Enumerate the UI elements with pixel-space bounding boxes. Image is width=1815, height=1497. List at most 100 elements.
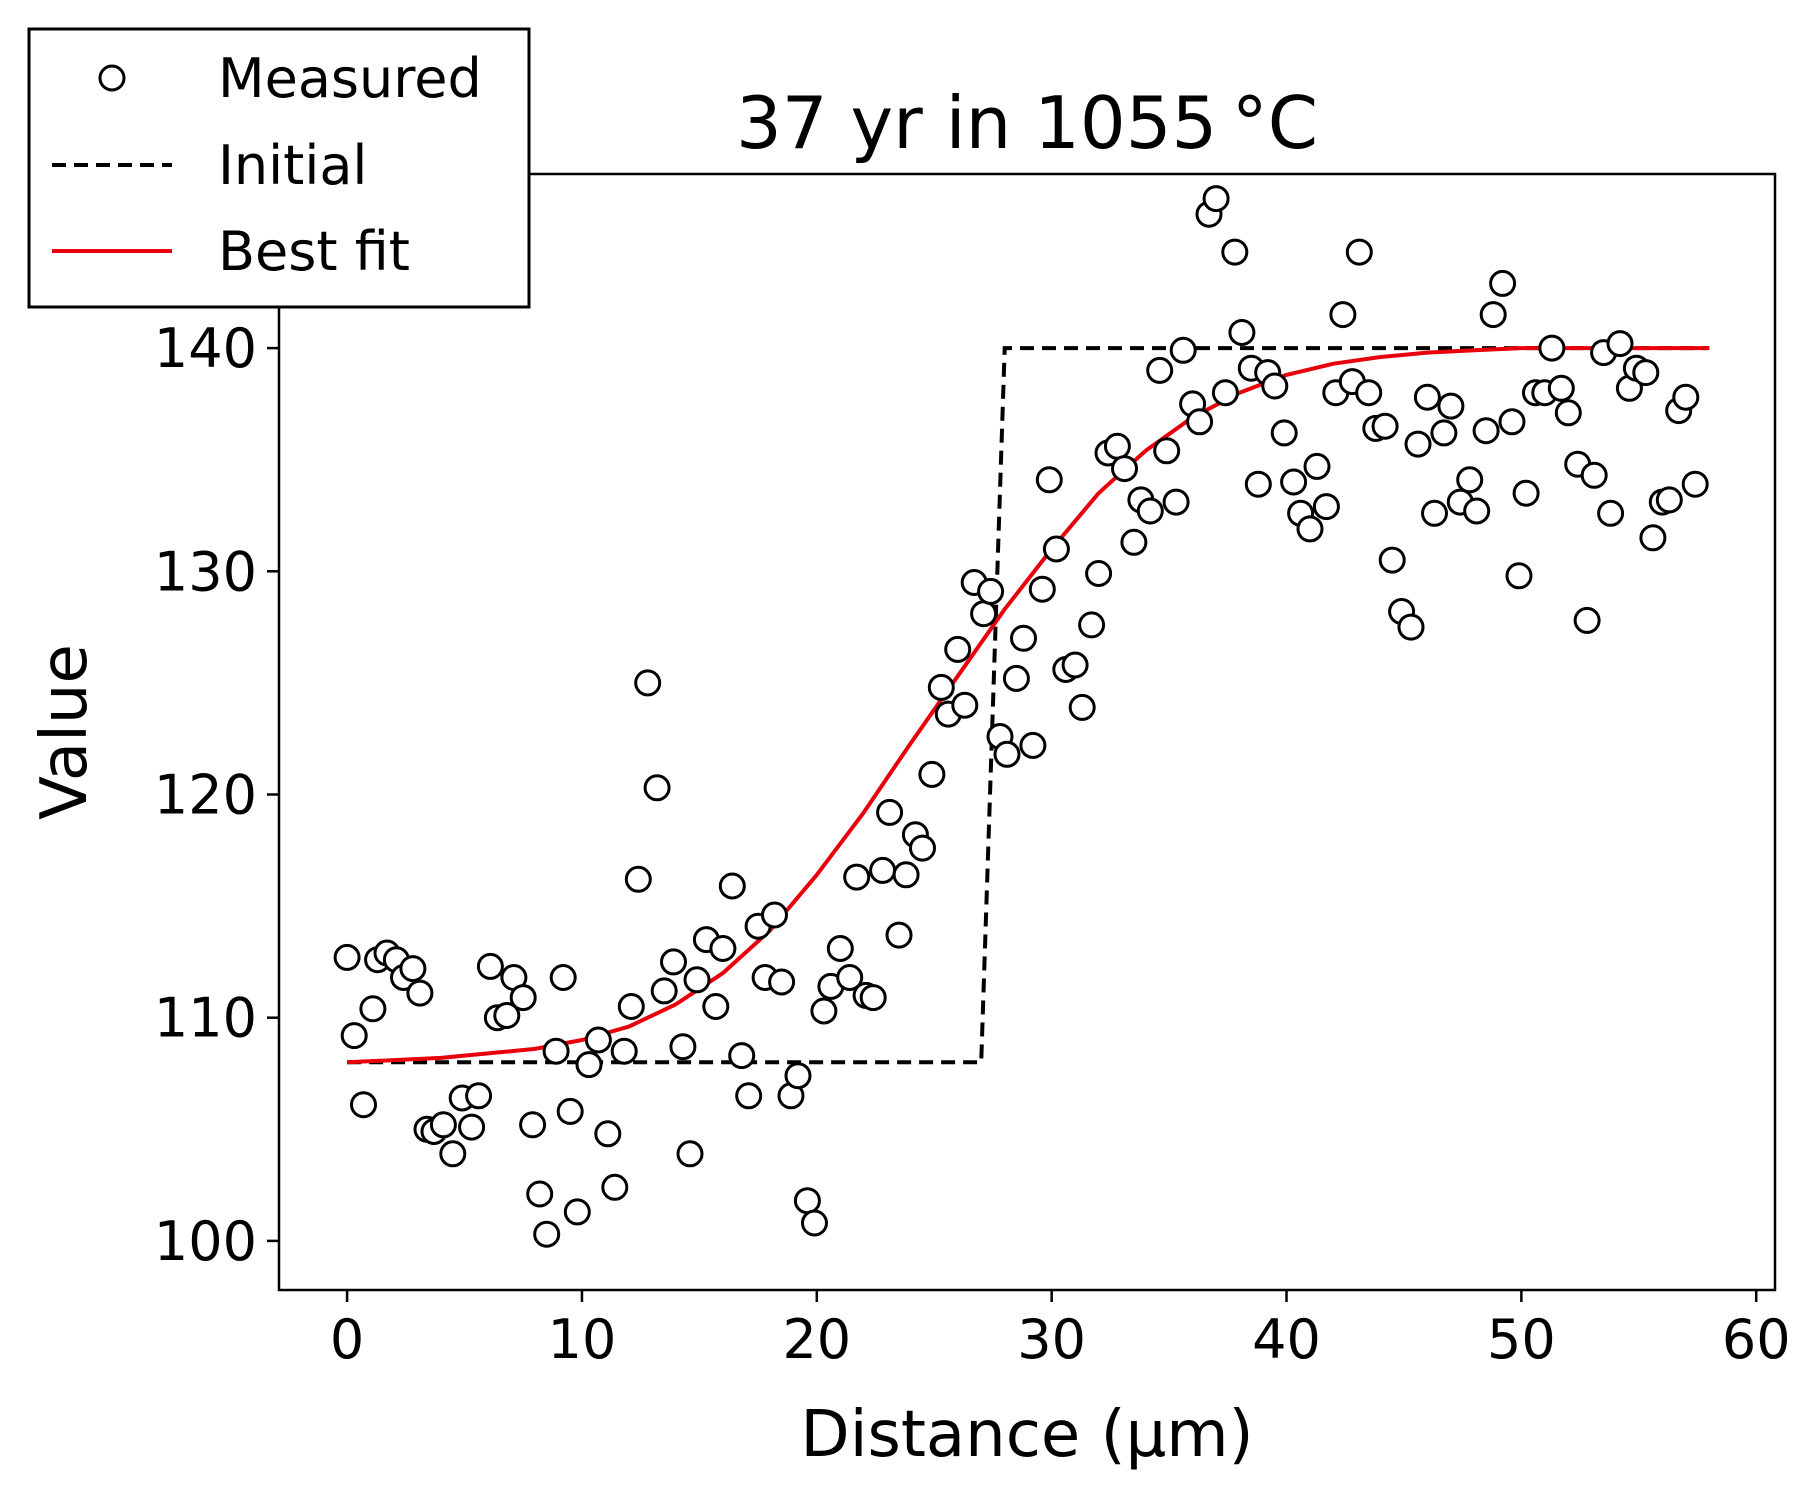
legend: Measured Initial Best fit bbox=[27, 27, 531, 309]
measured-point bbox=[735, 1082, 763, 1110]
measured-point bbox=[1580, 461, 1608, 489]
measured-point bbox=[509, 984, 537, 1012]
legend-label-bestfit: Best fit bbox=[218, 220, 410, 283]
measured-point bbox=[1103, 432, 1131, 460]
measured-point bbox=[1270, 419, 1298, 447]
measured-point bbox=[1655, 486, 1683, 514]
measured-point bbox=[458, 1113, 486, 1141]
measured-point bbox=[892, 861, 920, 889]
measured-point bbox=[801, 1209, 828, 1237]
measured-point bbox=[1244, 470, 1272, 498]
measured-point bbox=[859, 984, 887, 1012]
measured-point bbox=[793, 1187, 821, 1215]
measured-point bbox=[909, 834, 936, 862]
measured-point bbox=[1211, 379, 1239, 407]
legend-marker-measured bbox=[98, 64, 126, 92]
measured-point bbox=[728, 1042, 756, 1070]
measured-point bbox=[526, 1180, 554, 1208]
measured-point bbox=[594, 1120, 622, 1148]
measured-point bbox=[1554, 399, 1582, 427]
measured-point bbox=[1078, 611, 1106, 639]
measured-point bbox=[1672, 383, 1700, 411]
measured-point bbox=[1296, 515, 1324, 543]
measured-point bbox=[1456, 466, 1484, 494]
measured-point bbox=[676, 1140, 704, 1168]
measured-point bbox=[556, 1097, 584, 1125]
x-tick-label: 50 bbox=[1487, 1308, 1556, 1371]
measured-point bbox=[350, 1091, 377, 1119]
measured-point bbox=[1303, 452, 1331, 480]
measured-point bbox=[1202, 185, 1230, 213]
x-tick-label: 10 bbox=[548, 1308, 617, 1371]
legend-label-initial: Initial bbox=[218, 134, 367, 197]
measured-point bbox=[601, 1173, 629, 1201]
y-axis-label: Value bbox=[28, 644, 102, 820]
measured-point bbox=[1111, 455, 1138, 483]
chart-title: 37 yr in 1055 °C bbox=[736, 81, 1318, 165]
measured-point bbox=[660, 948, 687, 976]
y-tick-label: 140 bbox=[154, 317, 257, 380]
measured-point bbox=[768, 968, 796, 996]
legend-label-measured: Measured bbox=[218, 47, 482, 110]
measured-point bbox=[1261, 372, 1289, 400]
plot-area bbox=[279, 174, 1775, 1290]
series-best-fit-line bbox=[347, 346, 1710, 1065]
measured-point bbox=[1146, 356, 1174, 384]
measured-point bbox=[876, 798, 904, 826]
measured-point bbox=[617, 993, 645, 1020]
measured-point bbox=[885, 921, 913, 949]
measured-point bbox=[1153, 437, 1181, 465]
y-tick-label: 120 bbox=[154, 763, 257, 826]
measured-point bbox=[1329, 301, 1357, 329]
measured-point bbox=[1028, 575, 1056, 603]
measured-point bbox=[944, 635, 972, 663]
measured-point bbox=[1430, 419, 1458, 447]
measured-point bbox=[634, 669, 662, 697]
measured-point bbox=[1632, 359, 1660, 387]
measured-point bbox=[476, 952, 504, 980]
measured-point bbox=[784, 1062, 812, 1090]
measured-point bbox=[1042, 535, 1070, 563]
measured-point bbox=[1035, 466, 1063, 494]
measured-point bbox=[340, 1022, 368, 1050]
measured-point bbox=[1413, 383, 1441, 411]
measured-point bbox=[1355, 379, 1383, 407]
measured-point bbox=[1228, 319, 1256, 346]
measured-point bbox=[843, 863, 871, 891]
x-tick-label: 40 bbox=[1252, 1308, 1321, 1371]
measured-point bbox=[1397, 613, 1425, 641]
measured-point bbox=[977, 577, 1005, 605]
measured-point bbox=[1085, 560, 1113, 587]
measured-point bbox=[1538, 334, 1566, 362]
measured-point bbox=[1463, 497, 1491, 525]
axes: 0 10 20 30 40 50 60 100 110 120 130 140 bbox=[154, 172, 1791, 1371]
measured-point bbox=[1606, 330, 1634, 358]
measured-point bbox=[869, 856, 897, 884]
measured-point bbox=[718, 872, 746, 900]
measured-point bbox=[1573, 606, 1601, 634]
measured-point bbox=[1479, 301, 1507, 329]
measured-point bbox=[1221, 238, 1249, 266]
measured-point bbox=[439, 1140, 467, 1168]
measured-point bbox=[624, 865, 652, 893]
x-tick-label: 0 bbox=[330, 1308, 364, 1371]
measured-point bbox=[465, 1082, 493, 1110]
measured-point bbox=[1061, 651, 1089, 679]
x-tick-label: 20 bbox=[782, 1308, 851, 1371]
measured-point bbox=[1597, 499, 1625, 527]
measured-point bbox=[1345, 238, 1373, 266]
measured-point bbox=[1371, 412, 1399, 440]
measured-point bbox=[1512, 479, 1540, 507]
plot-frame bbox=[277, 172, 1777, 1292]
measured-point bbox=[993, 740, 1021, 768]
y-tick-label: 110 bbox=[154, 987, 257, 1050]
measured-point bbox=[761, 901, 788, 929]
x-tick-label: 60 bbox=[1722, 1308, 1791, 1371]
measured-point bbox=[610, 1037, 638, 1065]
measured-point bbox=[584, 1026, 612, 1054]
measured-point bbox=[1120, 528, 1148, 556]
measured-point bbox=[1437, 392, 1465, 420]
measured-point bbox=[359, 995, 387, 1023]
y-tick-label: 100 bbox=[154, 1210, 257, 1273]
series-initial-line bbox=[347, 346, 1710, 1065]
